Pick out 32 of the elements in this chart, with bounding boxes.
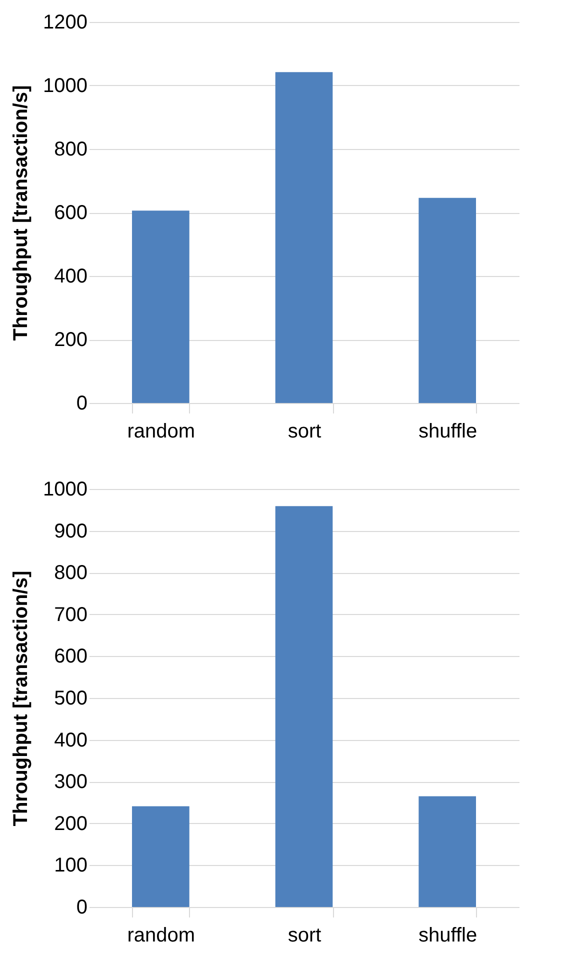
- y-tick-label: 400: [54, 729, 88, 752]
- bar: [275, 506, 333, 907]
- bar: [275, 72, 333, 403]
- bar: [418, 796, 476, 907]
- y-tick-label: 1200: [43, 12, 88, 34]
- x-tick-label: sort: [288, 924, 322, 946]
- y-tick-label: 200: [54, 812, 88, 835]
- bar: [132, 806, 190, 907]
- y-tick-label: 500: [54, 688, 88, 710]
- y-tick-label: 800: [54, 562, 88, 584]
- y-tick-label: 0: [76, 896, 88, 918]
- y-tick-label: 1000: [43, 75, 88, 97]
- y-tick-label: 0: [76, 392, 88, 414]
- y-tick-label: 900: [54, 520, 88, 542]
- y-axis-title: Throughput [transaction/s]: [10, 570, 32, 826]
- y-tick-label: 1000: [43, 478, 88, 500]
- y-tick-label: 800: [54, 138, 88, 160]
- y-tick-label: 600: [54, 646, 88, 668]
- x-tick-label: random: [127, 924, 196, 946]
- y-tick-label: 200: [54, 329, 88, 351]
- bar: [418, 198, 476, 403]
- y-tick-label: 600: [54, 202, 88, 224]
- x-tick-label: shuffle: [418, 924, 478, 946]
- x-tick-label: random: [127, 420, 196, 442]
- y-tick-label: 100: [54, 854, 88, 877]
- y-tick-label: 700: [54, 604, 88, 626]
- y-tick-label: 400: [54, 266, 88, 288]
- x-tick-label: sort: [288, 420, 322, 442]
- x-tick-label: shuffle: [418, 420, 478, 442]
- bar: [132, 210, 190, 403]
- y-tick-label: 300: [54, 771, 88, 794]
- y-axis-title: Throughput [transaction/s]: [10, 85, 32, 341]
